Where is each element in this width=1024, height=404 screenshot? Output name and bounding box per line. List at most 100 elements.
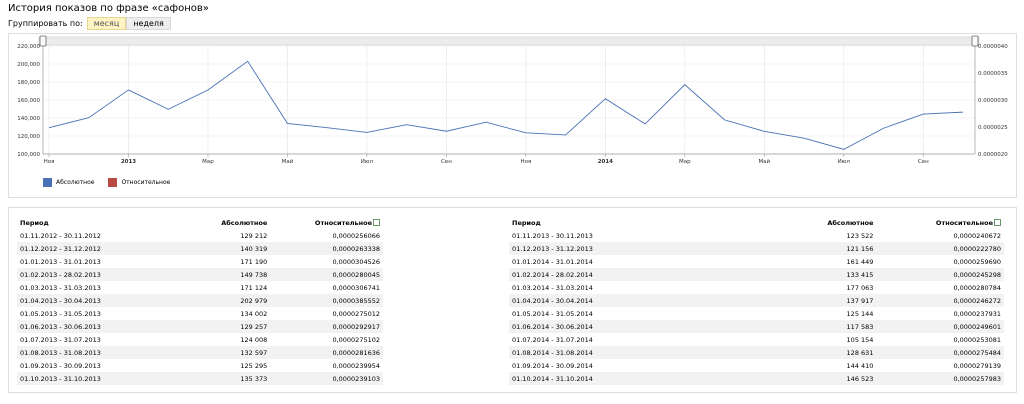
x-tick-label: Июл [838, 159, 851, 165]
group-by-label: Группировать по: [8, 18, 83, 28]
range-handle-left[interactable] [39, 35, 47, 47]
x-tick-label: 2014 [598, 159, 613, 165]
cell-absolute: 171 124 [240, 283, 268, 292]
cell-relative: 0,0000385552 [270, 294, 383, 307]
group-by-bar: Группировать по: месяц неделя [8, 16, 171, 30]
table-row: 01.02.2013 - 28.02.2013 149 738 0,00002800… [17, 268, 383, 281]
table-row: 01.09.2014 - 30.09.2014 144 410 0,00002791… [509, 359, 1004, 372]
table-row: 01.09.2013 - 30.09.2013 125 295 0,00002399… [17, 359, 383, 372]
x-tick-label: Ноя [520, 159, 531, 165]
table-header-row: Период Абсолютное Относительное [17, 216, 383, 229]
x-tick-label: Май [758, 158, 770, 165]
table-header-row: Период Абсолютное Относительное [509, 216, 1004, 229]
cell-period: 01.06.2014 - 30.06.2014 [509, 320, 669, 333]
cell-relative: 0,0000306741 [332, 283, 380, 292]
cell-absolute: 140 319 [173, 242, 271, 255]
sort-icon[interactable] [373, 219, 380, 226]
cell-relative: 0,0000245298 [876, 268, 1004, 281]
y-left-tick-label: 100,000 [17, 152, 40, 158]
cell-period: 01.08.2013 - 31.08.2013 [17, 346, 174, 359]
cell-period: 01.02.2014 - 28.02.2014 [509, 268, 669, 281]
x-tick-label: Мар [202, 159, 214, 165]
y-right-tick-label: 0.0000030 [978, 98, 1008, 104]
table-row: 01.05.2014 - 31.05.2014 125 144 0,00002379… [509, 307, 1004, 320]
sort-icon[interactable] [994, 219, 1001, 226]
chart-panel: 220,000 200,000 180,000 160,000 140,000 120,0… [8, 33, 1017, 198]
cell-period: 01.03.2014 - 31.03.2014 [512, 283, 593, 292]
cell-period: 01.04.2013 - 30.04.2013 [17, 294, 174, 307]
table-row: 01.02.2014 - 28.02.2014 133 415 0,00002452… [509, 268, 1004, 281]
chart-legend: Абсолютное Относительное [43, 178, 170, 187]
table-row: 01.01.2013 - 31.01.2013 171 190 0,00003045… [17, 255, 383, 268]
data-table-right: Период Абсолютное Относительное 01.11.20… [509, 216, 1004, 385]
table-row: 01.06.2013 - 30.06.2013 129 257 0,00002929… [17, 320, 383, 333]
cell-period: 01.09.2013 - 30.09.2013 [20, 361, 101, 370]
x-tick-label: Июл [361, 159, 374, 165]
col-header-absolute[interactable]: Абсолютное [221, 218, 268, 227]
col-header-relative-label: Относительное [935, 218, 993, 227]
cell-period: 01.10.2013 - 31.10.2013 [17, 372, 174, 385]
x-tick-label: Сен [441, 159, 452, 165]
cell-absolute: 133 415 [668, 268, 877, 281]
cell-period: 01.05.2014 - 31.05.2014 [512, 309, 593, 318]
legend-swatch-relative [108, 178, 118, 187]
table-row: 01.05.2013 - 31.05.2013 134 002 0,00002750… [17, 307, 383, 320]
y-left-tick-label: 140,000 [17, 116, 40, 122]
col-header-relative-label: Относительное [314, 218, 372, 227]
legend-label-absolute: Абсолютное [56, 179, 95, 186]
y-left-tick-label: 200,000 [17, 62, 40, 68]
cell-period: 01.01.2014 - 31.01.2014 [512, 257, 593, 266]
cell-period: 01.08.2014 - 31.08.2014 [509, 346, 669, 359]
cell-relative: 0,0000259690 [953, 257, 1001, 266]
cell-absolute: 124 008 [240, 335, 268, 344]
cell-period: 01.09.2014 - 30.09.2014 [512, 361, 593, 370]
cell-relative: 0,0000263338 [270, 242, 383, 255]
cell-absolute: 125 295 [240, 361, 268, 370]
cell-relative: 0,0000279139 [953, 361, 1001, 370]
cell-period: 01.11.2013 - 30.11.2013 [512, 231, 593, 240]
cell-absolute: 144 410 [846, 361, 874, 370]
cell-absolute: 161 449 [846, 257, 874, 266]
cell-period: 01.11.2012 - 30.11.2012 [20, 231, 101, 240]
cell-period: 01.02.2013 - 28.02.2013 [17, 268, 174, 281]
cell-relative: 0,0000304526 [332, 257, 380, 266]
table-row: 01.03.2013 - 31.03.2013 171 124 0,00003067… [17, 281, 383, 294]
cell-relative: 0,0000246272 [876, 294, 1004, 307]
cell-absolute: 105 154 [846, 335, 874, 344]
cell-absolute: 123 522 [846, 231, 874, 240]
cell-relative: 0,0000222780 [876, 242, 1004, 255]
table-row: 01.11.2013 - 30.11.2013 123 522 0,00002406… [509, 229, 1004, 242]
legend-item-absolute[interactable]: Абсолютное [43, 178, 94, 187]
group-week-button[interactable]: неделя [126, 16, 171, 30]
col-header-absolute[interactable]: Абсолютное [827, 218, 874, 227]
legend-item-relative[interactable]: Относительное [108, 178, 170, 187]
table-row: 01.12.2013 - 31.12.2013 121 156 0,00002227… [509, 242, 1004, 255]
table-row: 01.04.2014 - 30.04.2014 137 917 0,00002462… [509, 294, 1004, 307]
cell-relative: 0,0000257983 [876, 372, 1004, 385]
table-row: 01.10.2014 - 31.10.2014 146 523 0,00002579… [509, 372, 1004, 385]
y-left-tick-label: 220,000 [17, 44, 40, 50]
table-row: 01.06.2014 - 30.06.2014 117 583 0,00002496… [509, 320, 1004, 333]
col-header-relative[interactable]: Относительное [876, 216, 1004, 229]
table-row: 01.12.2012 - 31.12.2012 140 319 0,00002633… [17, 242, 383, 255]
y-left-tick-label: 160,000 [17, 98, 40, 104]
col-header-period[interactable]: Период [20, 218, 49, 227]
col-header-relative[interactable]: Относительное [270, 216, 383, 229]
cell-absolute: 146 523 [668, 372, 877, 385]
cell-period: 01.12.2012 - 31.12.2012 [17, 242, 174, 255]
cell-period: 01.05.2013 - 31.05.2013 [20, 309, 101, 318]
table-row: 01.08.2013 - 31.08.2013 132 597 0,00002816… [17, 346, 383, 359]
cell-absolute: 137 917 [668, 294, 877, 307]
cell-absolute: 177 063 [846, 283, 874, 292]
cell-relative: 0,0000249601 [876, 320, 1004, 333]
col-header-period[interactable]: Период [512, 218, 541, 227]
cell-period: 01.12.2013 - 31.12.2013 [509, 242, 669, 255]
y-right-tick-label: 0.0000025 [978, 125, 1008, 131]
cell-period: 01.04.2014 - 30.04.2014 [509, 294, 669, 307]
table-row: 01.04.2013 - 30.04.2013 202 979 0,00003855… [17, 294, 383, 307]
range-handle-right[interactable] [971, 35, 979, 47]
group-month-button[interactable]: месяц [86, 16, 127, 30]
x-tick-label: Май [282, 158, 294, 165]
cell-relative: 0,0000239103 [270, 372, 383, 385]
cell-period: 01.07.2013 - 31.07.2013 [20, 335, 101, 344]
